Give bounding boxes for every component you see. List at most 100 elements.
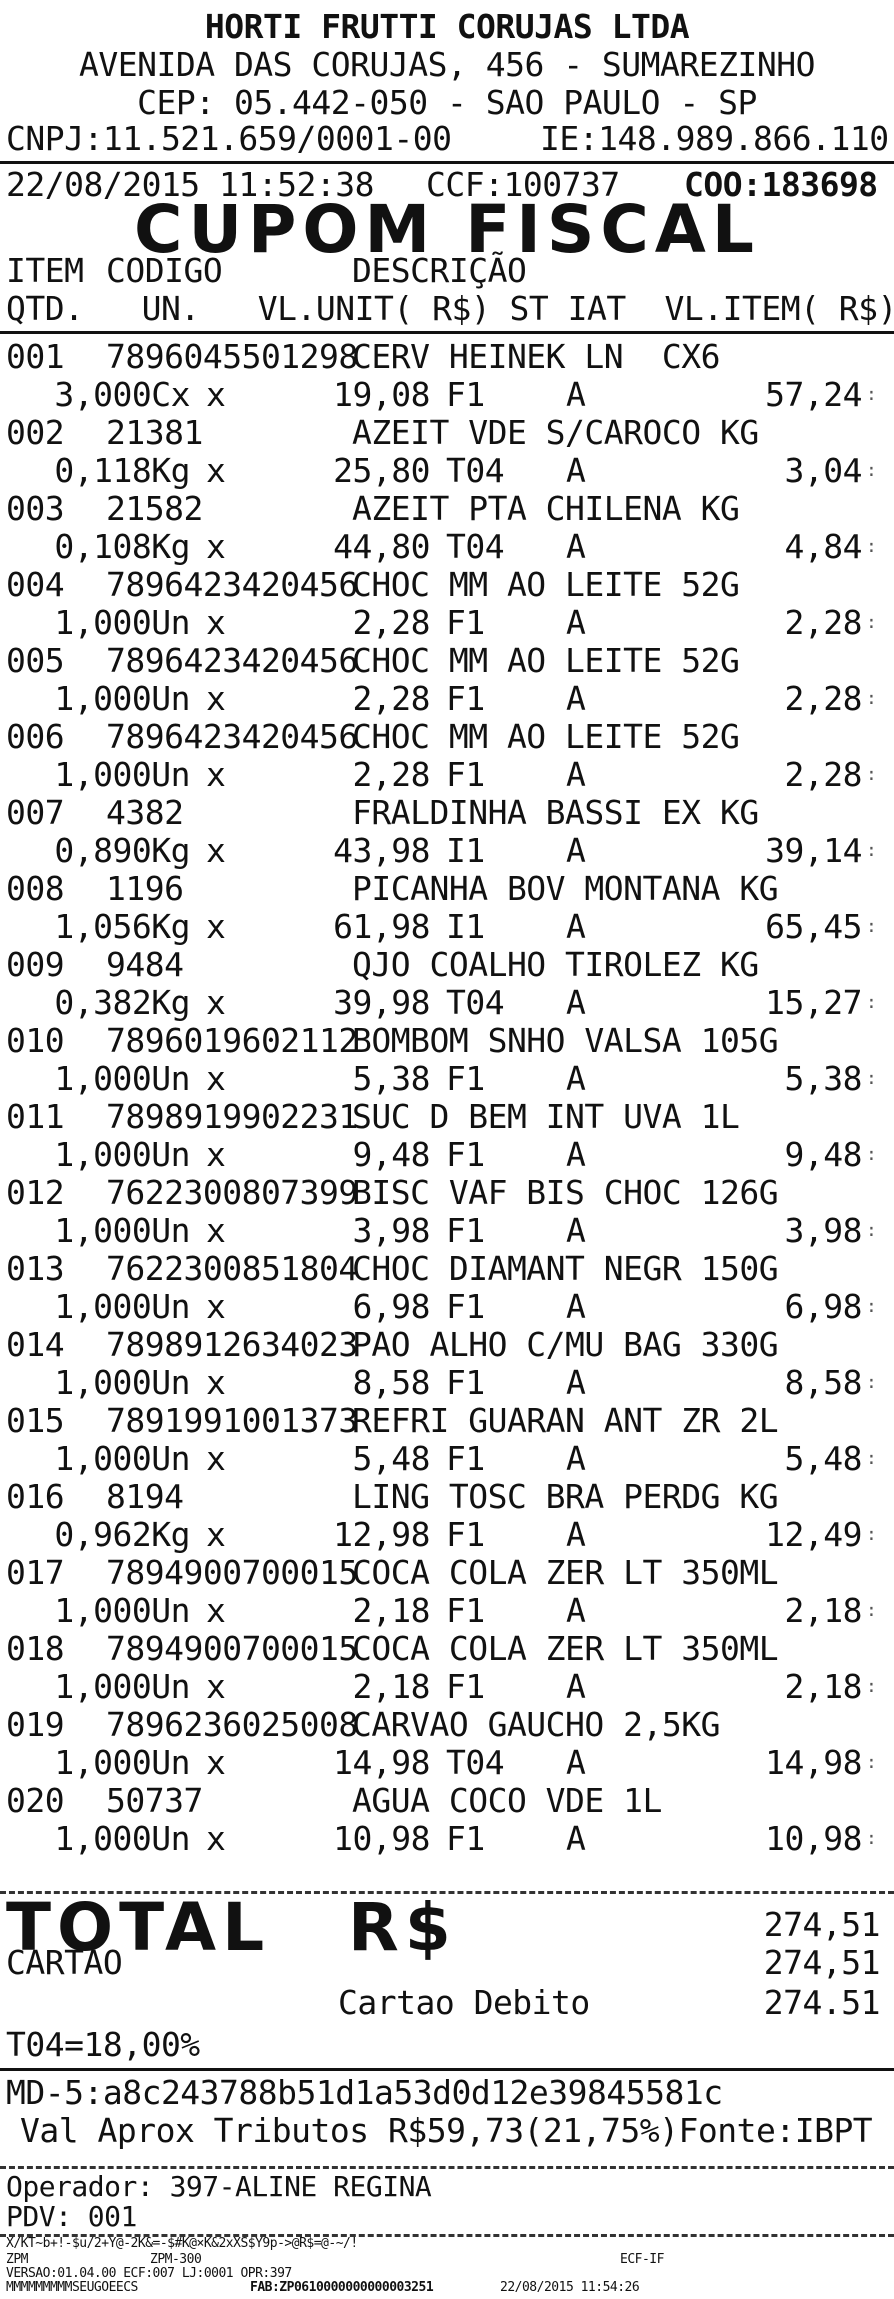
item-quantity: 3,000Cx xyxy=(54,375,190,414)
item-times-mark: x xyxy=(206,1059,226,1098)
item-iat-code: A xyxy=(566,1515,586,1554)
item-description: COCA COLA ZER LT 350ML xyxy=(352,1553,779,1592)
item-description: FRALDINHA BASSI EX KG xyxy=(352,793,759,832)
item-unit-price: 44,80 xyxy=(333,527,430,566)
item-st-code: F1 xyxy=(446,1363,485,1402)
total-label: TOTAL xyxy=(6,1889,271,1966)
item-description: SUC D BEM INT UVA 1L xyxy=(352,1097,740,1136)
item-number: 018 xyxy=(6,1629,65,1668)
item-quantity: 1,000Un xyxy=(54,755,190,794)
serial-row: MMMMMMMMMSEUGOEECS 22/08/2015 11:54:26 xyxy=(0,2280,894,2295)
dashed-divider xyxy=(0,1891,894,1894)
item-quantity: 1,000Un xyxy=(54,1287,190,1326)
item-times-mark: x xyxy=(206,1287,226,1326)
item-total: 14,98 xyxy=(765,1743,862,1782)
print-artifact: : xyxy=(866,1220,877,1241)
item-number: 008 xyxy=(6,869,65,908)
item-st-code: T04 xyxy=(446,983,505,1022)
table-row-values: 1,000Un x 10,98 F1 A 10,98: xyxy=(0,1820,894,1858)
item-description: CARVAO GAUCHO 2,5KG xyxy=(352,1705,721,1744)
table-row-values: 1,056Kg x 61,98 I1 A 65,45: xyxy=(0,908,894,946)
item-iat-code: A xyxy=(566,907,586,946)
table-row-values: 0,108Kg x 44,80 T04 A 4,84: xyxy=(0,528,894,566)
item-quantity: 1,000Un xyxy=(54,1591,190,1630)
tax-rate-row: T04=18,00% xyxy=(0,2026,894,2064)
table-row-values: 1,000Un x 3,98 F1 A 3,98: xyxy=(0,1212,894,1250)
item-iat-code: A xyxy=(566,375,586,414)
emission-datetime: 22/08/2015 11:52:38 xyxy=(6,165,375,204)
item-number: 010 xyxy=(6,1021,65,1060)
print-artifact: : xyxy=(866,1752,877,1773)
table-row: 006 7896423420456 CHOC MM AO LEITE 52G xyxy=(0,718,894,756)
table-row: 017 7894900700015 COCA COLA ZER LT 350ML xyxy=(0,1554,894,1592)
item-quantity: 1,000Un xyxy=(54,603,190,642)
print-artifact: : xyxy=(866,992,877,1013)
table-row-values: 1,000Un x 2,28 F1 A 2,28: xyxy=(0,756,894,794)
item-st-code: T04 xyxy=(446,1743,505,1782)
item-code: 8194 xyxy=(106,1477,184,1516)
item-description: BISC VAF BIS CHOC 126G xyxy=(352,1173,779,1212)
print-artifact: : xyxy=(866,764,877,785)
item-times-mark: x xyxy=(206,755,226,794)
item-times-mark: x xyxy=(206,1211,226,1250)
item-quantity: 1,000Un xyxy=(54,1363,190,1402)
hash-row: X/KT~b+!-$u/2+Y@-2K&=-$#K@×K&2xXS$Y9p->@… xyxy=(0,2236,894,2251)
item-st-code: T04 xyxy=(446,451,505,490)
item-unit-price: 25,80 xyxy=(333,451,430,490)
print-artifact: : xyxy=(866,1372,877,1393)
table-row-values: 1,000Un x 2,28 F1 A 2,28: xyxy=(0,680,894,718)
item-iat-code: A xyxy=(566,831,586,870)
col-item: ITEM xyxy=(6,251,84,290)
item-st-code: F1 xyxy=(446,1135,485,1174)
item-description: AZEIT PTA CHILENA KG xyxy=(352,489,740,528)
item-unit-price: 2,28 xyxy=(352,603,431,642)
item-times-mark: x xyxy=(206,375,226,414)
print-artifact: : xyxy=(866,1828,877,1849)
table-row-values: 1,000Un x 6,98 F1 A 6,98: xyxy=(0,1288,894,1326)
item-description: CHOC DIAMANT NEGR 150G xyxy=(352,1249,779,1288)
col-qty-unit-values: QTD. UN. VL.UNIT( R$) ST IAT VL.ITEM( R$… xyxy=(6,289,894,328)
item-times-mark: x xyxy=(206,679,226,718)
tax-ids-row: CNPJ:11.521.659/0001-00 IE:148.989.866.1… xyxy=(0,120,894,158)
col-descricao: DESCRIÇÃO xyxy=(352,251,527,290)
end-datetime: 22/08/2015 11:54:26 xyxy=(500,2280,640,2295)
item-code: 7622300851804 xyxy=(106,1249,358,1288)
item-total: 2,18 xyxy=(784,1667,863,1706)
item-st-code: F1 xyxy=(446,1059,485,1098)
item-times-mark: x xyxy=(206,1591,226,1630)
print-artifact: : xyxy=(866,1296,877,1317)
item-description: PAO ALHO C/MU BAG 330G xyxy=(352,1325,779,1364)
coo-number: COO:183698 xyxy=(684,165,878,204)
table-row-values: 3,000Cx x 19,08 F1 A 57,24: xyxy=(0,376,894,414)
item-total: 57,24 xyxy=(765,375,862,414)
item-quantity: 1,000Un xyxy=(54,1439,190,1478)
table-row-values: 0,118Kg x 25,80 T04 A 3,04: xyxy=(0,452,894,490)
item-description: CERV HEINEK LN CX6 xyxy=(352,337,721,376)
item-code: 7898912634023 xyxy=(106,1325,358,1364)
item-number: 006 xyxy=(6,717,65,756)
table-row: 016 8194 LING TOSC BRA PERDG KG xyxy=(0,1478,894,1516)
table-row: 020 50737 AGUA COCO VDE 1L xyxy=(0,1782,894,1820)
item-code: 21582 xyxy=(106,489,203,528)
debito-row: Cartao Debito 274.51 xyxy=(0,1984,894,2022)
item-total: 39,14 xyxy=(765,831,862,870)
item-iat-code: A xyxy=(566,679,586,718)
item-iat-code: A xyxy=(566,1743,586,1782)
item-total: 2,28 xyxy=(784,603,863,642)
item-total: 2,28 xyxy=(784,679,863,718)
item-total: 15,27 xyxy=(765,983,862,1022)
item-iat-code: A xyxy=(566,1287,586,1326)
item-number: 004 xyxy=(6,565,65,604)
item-times-mark: x xyxy=(206,527,226,566)
item-st-code: I1 xyxy=(446,907,485,946)
item-code: 50737 xyxy=(106,1781,203,1820)
item-iat-code: A xyxy=(566,1819,586,1858)
item-times-mark: x xyxy=(206,1135,226,1174)
item-unit-price: 2,18 xyxy=(352,1591,431,1630)
item-iat-code: A xyxy=(566,1439,586,1478)
ccf-number: CCF:100737 xyxy=(426,165,620,204)
item-unit-price: 43,98 xyxy=(333,831,430,870)
table-row: 018 7894900700015 COCA COLA ZER LT 350ML xyxy=(0,1630,894,1668)
currency-label: R$ xyxy=(348,1889,457,1966)
